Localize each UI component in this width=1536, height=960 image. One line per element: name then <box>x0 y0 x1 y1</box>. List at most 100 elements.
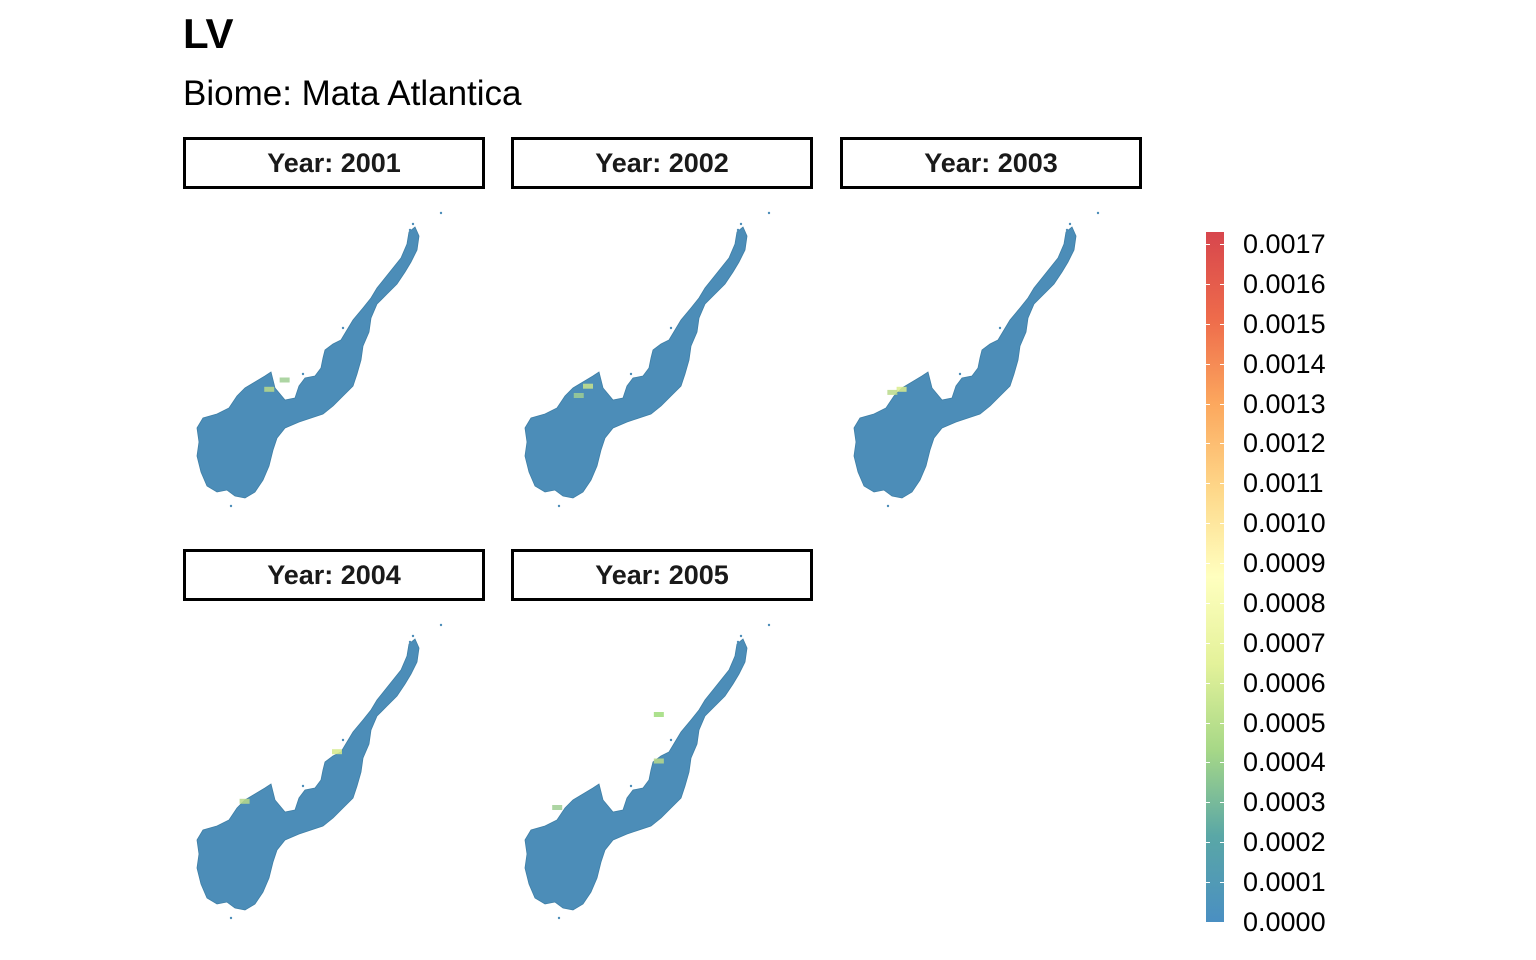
legend-tick-mark <box>1206 403 1210 405</box>
legend-tick-mark <box>1206 563 1210 565</box>
coastal-speck <box>439 211 443 215</box>
legend-tick-label: 0.0016 <box>1243 268 1326 299</box>
coastal-speck <box>736 228 740 232</box>
coastal-speck <box>629 784 633 788</box>
value-hotspot <box>653 712 664 717</box>
coastal-speck <box>767 623 771 627</box>
legend-tick-mark <box>1206 602 1210 604</box>
legend-tick-mark <box>1220 323 1224 325</box>
value-hotspot <box>552 805 563 810</box>
biome-map <box>196 211 443 508</box>
value-hotspot <box>887 389 898 395</box>
facet-strip-2005: Year: 2005 <box>511 549 813 601</box>
coastal-speck <box>439 623 443 627</box>
coastal-speck <box>739 634 743 638</box>
coastal-speck <box>669 738 673 742</box>
coastal-speck <box>739 222 743 226</box>
legend-tick-label: 0.0003 <box>1243 787 1326 818</box>
legend-tick-label: 0.0000 <box>1243 907 1326 937</box>
legend-tick-label: 0.0015 <box>1243 308 1326 339</box>
coastal-speck <box>958 372 962 376</box>
legend-tick-label: 0.0010 <box>1243 508 1326 539</box>
value-hotspot <box>573 393 584 398</box>
coastal-speck <box>408 228 412 232</box>
legend-tick-mark <box>1220 563 1224 565</box>
value-hotspot <box>239 798 250 804</box>
legend-tick-mark <box>1206 523 1210 525</box>
legend-tick-label: 0.0013 <box>1243 388 1326 419</box>
legend-tick-label: 0.0004 <box>1243 747 1326 778</box>
legend-tick-mark <box>1220 682 1224 684</box>
chart-subtitle: Biome: Mata Atlantica <box>183 74 522 113</box>
legend-tick-mark <box>1206 762 1210 764</box>
legend-tick-mark <box>1206 682 1210 684</box>
map-panel-2001 <box>183 210 491 520</box>
coastal-speck <box>341 738 345 742</box>
legend-tick-label: 0.0007 <box>1243 627 1326 658</box>
legend-tick-mark <box>1206 323 1210 325</box>
coastal-speck <box>886 504 890 508</box>
legend-tick-mark <box>1206 363 1210 365</box>
map-panel-2004 <box>183 622 491 932</box>
map-panel-2003 <box>840 210 1148 520</box>
facet-strip-2002: Year: 2002 <box>511 137 813 189</box>
facet-strip-2004: Year: 2004 <box>183 549 485 601</box>
coastal-speck <box>629 372 633 376</box>
biome-map <box>853 211 1100 508</box>
legend-tick-mark <box>1206 283 1210 285</box>
legend-tick-mark <box>1220 403 1224 405</box>
biome-map <box>524 623 771 920</box>
coastal-speck <box>301 372 305 376</box>
coastal-speck <box>1065 228 1069 232</box>
facet-strip-2001: Year: 2001 <box>183 137 485 189</box>
legend-tick-mark <box>1220 363 1224 365</box>
legend-tick-mark <box>1220 882 1224 884</box>
coastal-speck <box>1096 211 1100 215</box>
biome-region <box>524 638 748 911</box>
map-panel-2005 <box>511 622 819 932</box>
legend-tick-mark <box>1220 722 1224 724</box>
coastal-speck <box>557 504 561 508</box>
legend-tick-label: 0.0009 <box>1243 548 1326 579</box>
legend-tick-mark <box>1220 523 1224 525</box>
legend-tick-label: 0.0002 <box>1243 827 1326 858</box>
biome-region <box>524 226 748 499</box>
value-hotspot <box>653 758 664 764</box>
legend-tick-mark <box>1220 283 1224 285</box>
legend-tick-label: 0.0014 <box>1243 348 1326 379</box>
legend-tick-mark <box>1220 483 1224 485</box>
coastal-speck <box>411 222 415 226</box>
legend-tick-mark <box>1206 483 1210 485</box>
map-panel-2002 <box>511 210 819 520</box>
biome-region <box>196 638 420 911</box>
coastal-speck <box>998 326 1002 330</box>
legend-tick-mark <box>1220 922 1224 923</box>
biome-region <box>853 226 1077 499</box>
biome-map <box>196 623 443 920</box>
legend-tick-mark <box>1220 842 1224 844</box>
coastal-speck <box>301 784 305 788</box>
legend-tick-label: 0.0001 <box>1243 867 1326 898</box>
value-hotspot <box>279 377 290 383</box>
legend-tick-mark <box>1220 802 1224 804</box>
legend-tick-mark <box>1206 922 1210 923</box>
color-scale-bar <box>1206 232 1224 922</box>
legend-tick-label: 0.0005 <box>1243 707 1326 738</box>
legend-tick-mark <box>1220 642 1224 644</box>
legend-tick-label: 0.0006 <box>1243 667 1326 698</box>
value-hotspot <box>264 386 275 392</box>
legend-tick-label: 0.0008 <box>1243 587 1326 618</box>
coastal-speck <box>557 916 561 920</box>
legend-tick-label: 0.0012 <box>1243 428 1326 459</box>
legend-tick-mark <box>1220 244 1224 245</box>
biome-map <box>524 211 771 508</box>
legend-tick-mark <box>1206 642 1210 644</box>
value-hotspot <box>332 749 342 755</box>
coastal-speck <box>408 640 412 644</box>
legend-tick-mark <box>1206 722 1210 724</box>
value-hotspot <box>583 383 593 389</box>
legend-tick-mark <box>1206 244 1210 245</box>
coastal-speck <box>669 326 673 330</box>
legend-tick-mark <box>1220 602 1224 604</box>
legend-tick-label: 0.0011 <box>1243 468 1324 499</box>
